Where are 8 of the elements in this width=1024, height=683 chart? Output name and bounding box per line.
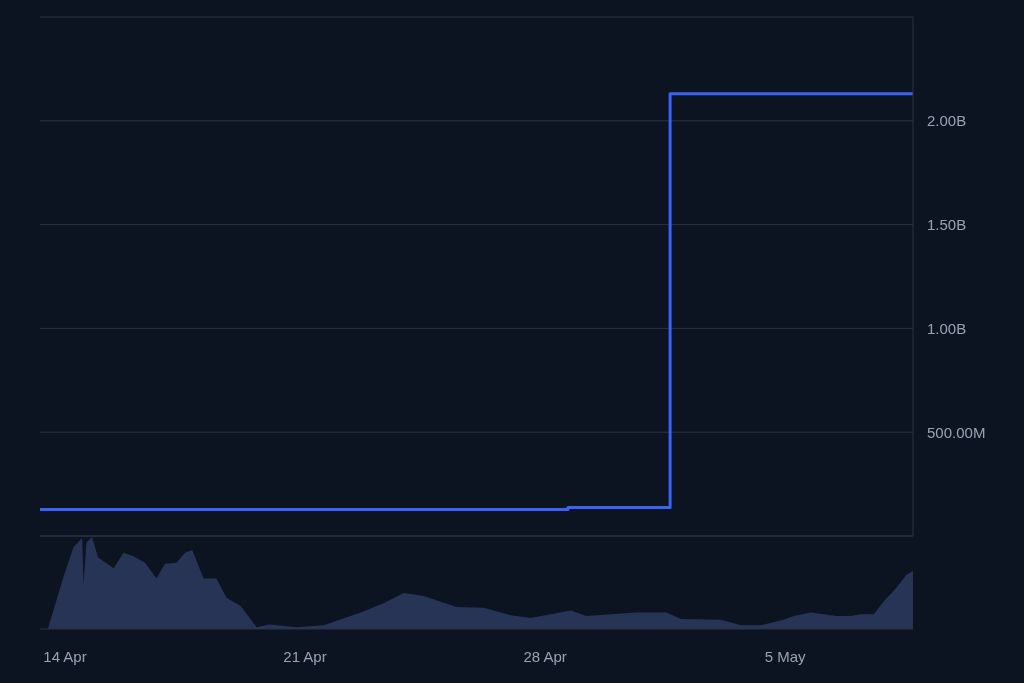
y-tick-label: 1.50B (927, 215, 967, 233)
y-tick-label: 1.00B (927, 319, 967, 337)
x-tick-label: 14 Apr (43, 647, 87, 665)
x-tick-label: 21 Apr (283, 647, 327, 665)
x-tick-label: 5 May (764, 647, 807, 665)
y-tick-label: 2.00B (927, 112, 967, 130)
y-tick-label: 500.00M (927, 423, 986, 441)
x-tick-label: 28 Apr (523, 647, 567, 665)
